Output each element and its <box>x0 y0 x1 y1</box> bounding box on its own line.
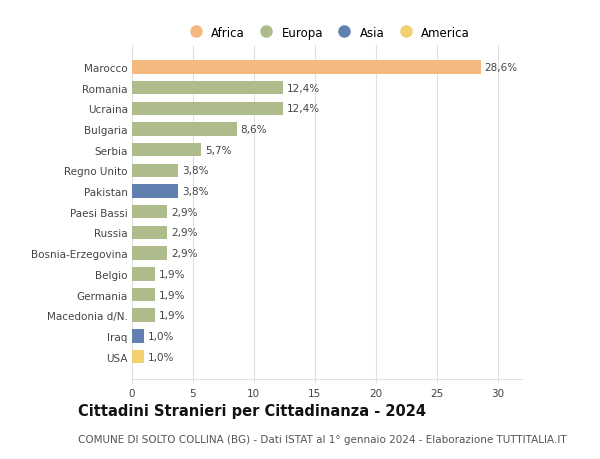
Text: 2,9%: 2,9% <box>171 249 197 258</box>
Bar <box>132 288 155 302</box>
Text: 5,7%: 5,7% <box>205 146 232 155</box>
Text: 8,6%: 8,6% <box>241 125 267 134</box>
Bar <box>132 350 144 364</box>
Bar <box>132 102 283 116</box>
Text: 2,9%: 2,9% <box>171 228 197 238</box>
Text: 1,9%: 1,9% <box>159 290 185 300</box>
Bar <box>132 330 144 343</box>
Text: 3,8%: 3,8% <box>182 187 208 196</box>
Text: 12,4%: 12,4% <box>287 84 320 93</box>
Text: 28,6%: 28,6% <box>484 63 517 73</box>
Bar <box>132 82 283 95</box>
Text: 1,9%: 1,9% <box>159 311 185 320</box>
Bar <box>132 226 167 240</box>
Bar <box>132 123 237 136</box>
Bar <box>132 185 178 198</box>
Bar <box>132 268 155 281</box>
Text: Cittadini Stranieri per Cittadinanza - 2024: Cittadini Stranieri per Cittadinanza - 2… <box>78 403 426 419</box>
Bar <box>132 247 167 260</box>
Text: COMUNE DI SOLTO COLLINA (BG) - Dati ISTAT al 1° gennaio 2024 - Elaborazione TUTT: COMUNE DI SOLTO COLLINA (BG) - Dati ISTA… <box>78 434 566 443</box>
Text: 1,9%: 1,9% <box>159 269 185 279</box>
Bar <box>132 144 202 157</box>
Bar <box>132 61 481 74</box>
Text: 1,0%: 1,0% <box>148 331 174 341</box>
Text: 1,0%: 1,0% <box>148 352 174 362</box>
Legend: Africa, Europa, Asia, America: Africa, Europa, Asia, America <box>179 22 475 44</box>
Text: 3,8%: 3,8% <box>182 166 208 176</box>
Bar <box>132 206 167 219</box>
Text: 2,9%: 2,9% <box>171 207 197 217</box>
Bar <box>132 164 178 178</box>
Text: 12,4%: 12,4% <box>287 104 320 114</box>
Bar <box>132 309 155 322</box>
